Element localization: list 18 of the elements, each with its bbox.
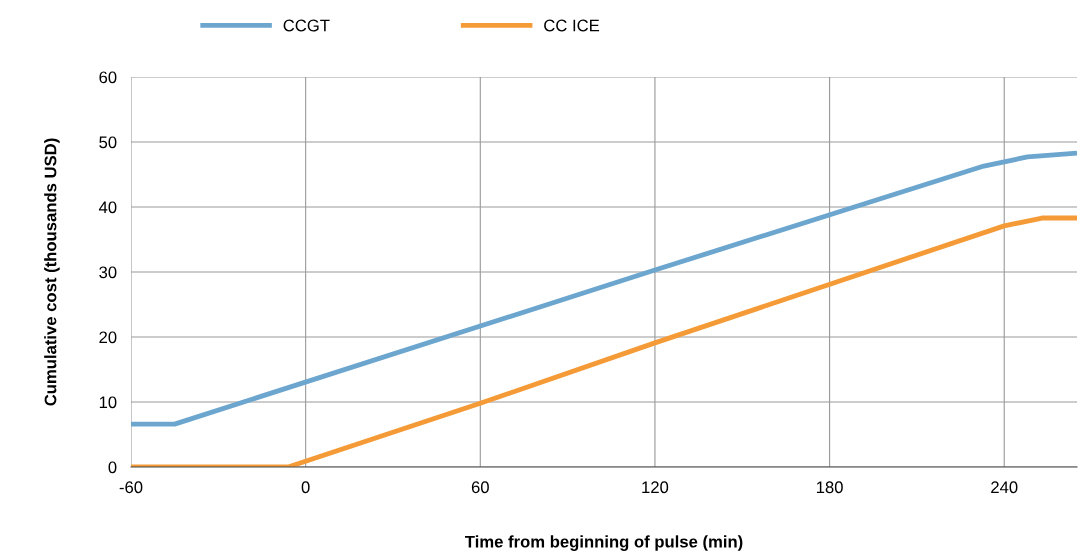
y-tick-label: 20 xyxy=(99,331,117,344)
y-tick-label: 60 xyxy=(99,71,117,84)
x-tick-label: 120 xyxy=(642,481,669,494)
x-tick-label: 240 xyxy=(991,481,1018,494)
y-tick-label: 0 xyxy=(108,461,117,474)
x-tick-label: -60 xyxy=(119,481,143,494)
legend-label: CC ICE xyxy=(544,19,600,32)
x-tick-label: 180 xyxy=(816,481,843,494)
y-tick-label: 50 xyxy=(99,136,117,149)
x-tick-label: 0 xyxy=(301,481,310,494)
y-tick-label: 10 xyxy=(99,396,117,409)
y-axis-title: Cumulative cost (thousands USD) xyxy=(44,138,60,406)
x-tick-label: 60 xyxy=(471,481,489,494)
line-series xyxy=(131,150,1077,427)
legend-label: CCGT xyxy=(283,19,330,32)
y-tick-label: 40 xyxy=(98,201,117,214)
x-axis-title: Time from beginning of pulse (min) xyxy=(464,535,743,551)
y-tick-label: 30 xyxy=(99,266,117,279)
